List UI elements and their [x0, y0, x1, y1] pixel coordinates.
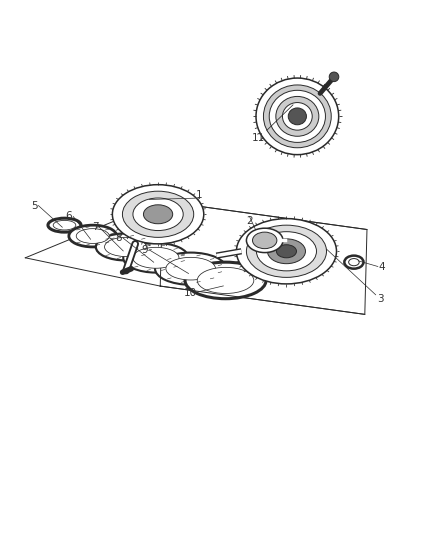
Ellipse shape	[69, 225, 117, 247]
Ellipse shape	[247, 225, 326, 277]
Ellipse shape	[268, 239, 305, 264]
Ellipse shape	[123, 191, 194, 237]
Text: 7: 7	[92, 222, 98, 232]
Text: 2: 2	[246, 216, 253, 226]
Ellipse shape	[144, 205, 173, 224]
Ellipse shape	[133, 247, 179, 268]
Text: 5: 5	[31, 200, 37, 211]
Ellipse shape	[283, 102, 312, 130]
Ellipse shape	[48, 218, 81, 232]
Ellipse shape	[76, 229, 110, 244]
Ellipse shape	[155, 253, 226, 285]
Ellipse shape	[288, 108, 307, 125]
Text: 6: 6	[66, 212, 72, 221]
Ellipse shape	[197, 268, 254, 294]
Ellipse shape	[263, 85, 331, 148]
Text: 8: 8	[116, 233, 122, 243]
Ellipse shape	[185, 262, 266, 298]
Ellipse shape	[344, 256, 364, 269]
Ellipse shape	[166, 257, 215, 280]
Ellipse shape	[53, 220, 76, 230]
Circle shape	[329, 72, 339, 82]
Text: 4: 4	[379, 262, 385, 271]
Ellipse shape	[133, 198, 183, 231]
Ellipse shape	[276, 96, 319, 136]
Ellipse shape	[349, 259, 359, 266]
Ellipse shape	[253, 232, 277, 249]
Ellipse shape	[113, 184, 204, 244]
Ellipse shape	[237, 219, 336, 284]
Ellipse shape	[247, 228, 283, 253]
Text: 1: 1	[196, 190, 203, 200]
Text: 10: 10	[184, 288, 197, 297]
Text: 11: 11	[251, 133, 265, 143]
Text: 9: 9	[142, 245, 148, 255]
Ellipse shape	[256, 78, 339, 155]
Ellipse shape	[256, 232, 317, 271]
Ellipse shape	[123, 243, 188, 272]
Ellipse shape	[96, 233, 155, 261]
Ellipse shape	[276, 245, 297, 258]
Ellipse shape	[105, 237, 146, 256]
Ellipse shape	[269, 90, 325, 142]
Text: 3: 3	[377, 294, 383, 304]
